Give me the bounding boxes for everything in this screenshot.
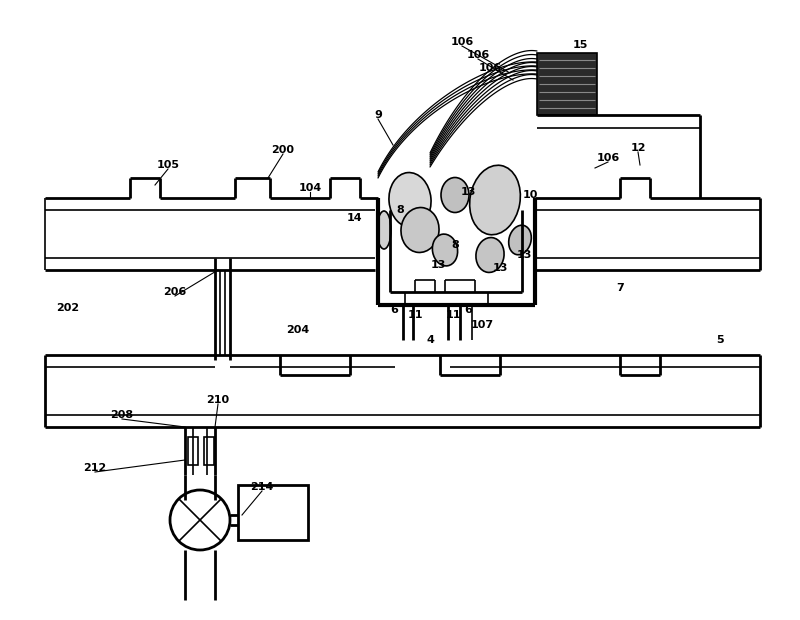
Text: 210: 210	[206, 395, 230, 405]
Text: 214: 214	[250, 482, 274, 492]
Bar	[537, 53, 597, 115]
Text: 13: 13	[460, 187, 476, 197]
Circle shape	[170, 490, 230, 550]
Text: 11: 11	[446, 310, 461, 320]
Text: 4: 4	[426, 335, 434, 345]
Text: 9: 9	[374, 110, 382, 120]
Ellipse shape	[377, 211, 391, 249]
Text: 104: 104	[298, 183, 322, 193]
Text: 105: 105	[157, 160, 179, 170]
Text: 8: 8	[451, 240, 459, 250]
Text: 12: 12	[630, 143, 646, 153]
Text: 15: 15	[572, 40, 588, 50]
Text: 106: 106	[596, 153, 620, 163]
Text: 212: 212	[83, 463, 106, 473]
Text: 7: 7	[616, 283, 624, 293]
Text: 10: 10	[522, 190, 538, 200]
Text: 11: 11	[407, 310, 422, 320]
Ellipse shape	[470, 166, 520, 235]
Text: 13: 13	[492, 263, 508, 273]
Text: 13: 13	[430, 260, 446, 270]
Text: 200: 200	[271, 145, 294, 155]
Bar	[238, 485, 308, 540]
Text: 206: 206	[163, 287, 186, 297]
Ellipse shape	[432, 234, 458, 266]
Bar	[204, 437, 214, 465]
Text: 6: 6	[390, 305, 398, 315]
Text: 202: 202	[57, 303, 79, 313]
Text: 8: 8	[396, 205, 404, 215]
Text: 14: 14	[347, 213, 363, 223]
Text: 106: 106	[450, 37, 474, 47]
Text: 5: 5	[716, 335, 724, 345]
Ellipse shape	[509, 225, 531, 255]
Text: 6: 6	[464, 305, 472, 315]
Text: 208: 208	[110, 410, 134, 420]
Text: 107: 107	[470, 320, 494, 330]
Ellipse shape	[401, 208, 439, 252]
Text: 106: 106	[466, 50, 490, 60]
Ellipse shape	[441, 177, 469, 213]
Text: 13: 13	[516, 250, 532, 260]
Ellipse shape	[389, 172, 431, 228]
Text: 204: 204	[286, 325, 310, 335]
Text: 106: 106	[478, 63, 502, 73]
Ellipse shape	[476, 237, 504, 272]
Bar	[188, 437, 198, 465]
